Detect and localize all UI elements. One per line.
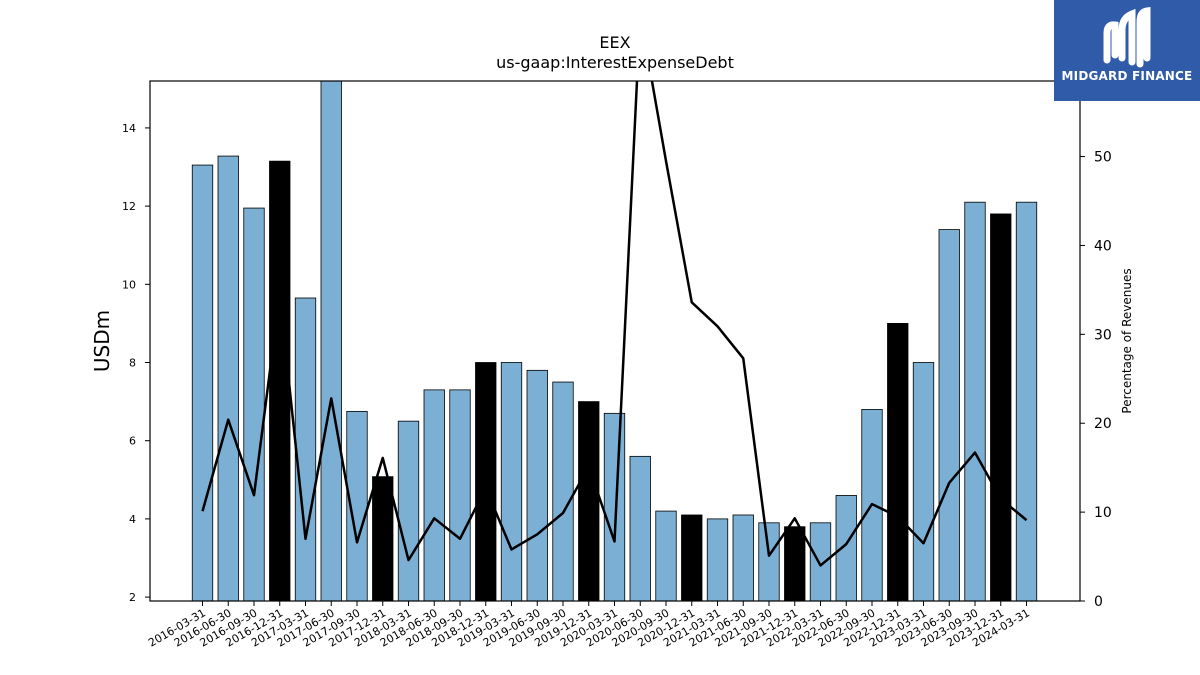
chart-subtitle: us-gaap:InterestExpenseDebt <box>496 53 734 72</box>
y-tick-label: 6 <box>129 435 136 448</box>
logo-text: MIDGARD FINANCE <box>1061 69 1193 83</box>
y-tick-label: 12 <box>122 200 136 213</box>
bar-2020-06-30 <box>629 455 651 602</box>
bar-2019-03-31 <box>500 362 523 602</box>
bar-2023-03-31 <box>912 362 935 602</box>
bar-2017-03-31 <box>294 297 317 602</box>
bar-2022-12-31 <box>887 323 909 602</box>
y2-tick-label: 20 <box>1094 416 1112 432</box>
y2-tick-label: 40 <box>1094 238 1112 254</box>
y2-tick-label: 10 <box>1094 505 1112 521</box>
bar-2018-12-31 <box>475 362 497 602</box>
bar-2021-03-31 <box>706 518 729 602</box>
bar-2018-06-30 <box>423 389 445 602</box>
y-tick-label: 8 <box>129 357 136 370</box>
line-layer <box>201 81 1028 567</box>
y-tick-label: 10 <box>122 278 136 291</box>
y-tick-label: 4 <box>129 513 136 526</box>
bar-2017-06-30 <box>320 80 342 602</box>
bar-2021-12-31 <box>784 526 806 602</box>
y2-tick-label: 0 <box>1094 594 1103 610</box>
y-tick-label: 2 <box>129 591 136 604</box>
bar-2022-06-30 <box>835 495 857 602</box>
bar-2019-09-30 <box>552 381 574 602</box>
bar-2021-06-30 <box>732 514 754 602</box>
logo-mark-icon <box>1103 6 1151 68</box>
bar-2016-06-30 <box>217 155 239 602</box>
bar-2020-12-31 <box>681 514 703 602</box>
bar-2024-03-31 <box>1015 201 1038 602</box>
bar-2017-12-31 <box>372 476 394 602</box>
bar-2019-06-30 <box>526 369 548 602</box>
bars-layer <box>191 80 1038 602</box>
bar-2018-03-31 <box>397 420 420 602</box>
percentage-line <box>201 81 1028 567</box>
bar-2021-09-30 <box>758 522 780 602</box>
y2-tick-label: 30 <box>1094 327 1112 343</box>
bar-2020-03-31 <box>603 412 626 602</box>
midgard-finance-logo: MIDGARD FINANCE <box>1054 0 1200 101</box>
y2-axis-label: Percentage of Revenues <box>1120 268 1134 413</box>
bar-2022-03-31 <box>809 522 832 602</box>
y-axis-label: USDm <box>90 310 114 372</box>
bar-2016-12-31 <box>269 160 291 602</box>
y2-tick-label: 50 <box>1094 150 1112 166</box>
bar-2020-09-30 <box>655 510 677 602</box>
y-tick-label: 14 <box>122 122 136 135</box>
bar-2023-12-31 <box>990 213 1012 602</box>
bar-2019-12-31 <box>578 401 600 602</box>
bar-2016-03-31 <box>191 164 214 602</box>
bar-2016-09-30 <box>243 207 265 602</box>
bar-2018-09-30 <box>449 389 471 602</box>
bar-2023-09-30 <box>964 201 986 602</box>
bar-2023-06-30 <box>938 229 960 602</box>
chart-title: EEX <box>599 33 630 52</box>
